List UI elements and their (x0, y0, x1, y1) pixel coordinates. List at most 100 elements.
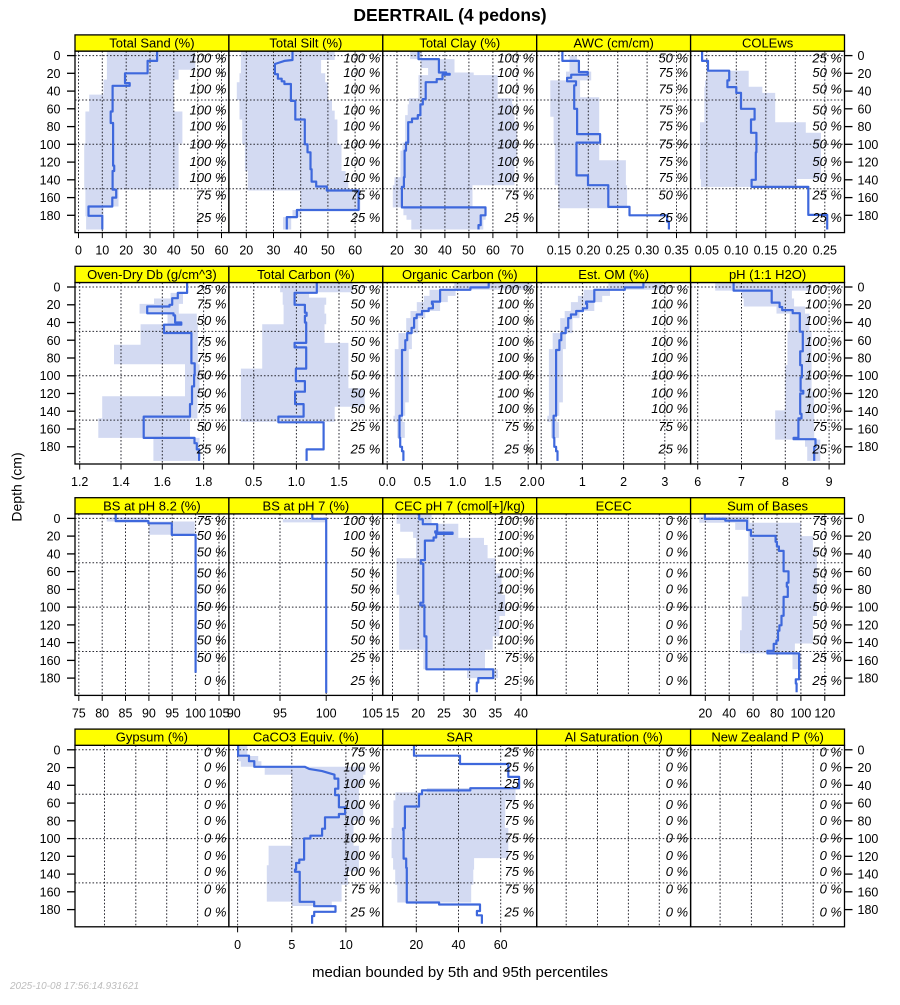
svg-text:100: 100 (858, 601, 879, 615)
svg-text:50 %: 50 % (197, 528, 227, 543)
svg-text:120: 120 (858, 156, 879, 170)
svg-text:180: 180 (40, 209, 61, 223)
svg-text:80: 80 (770, 706, 784, 720)
svg-text:1: 1 (579, 475, 586, 489)
svg-text:75 %: 75 % (658, 419, 688, 434)
svg-text:50 %: 50 % (351, 617, 381, 632)
svg-text:50 %: 50 % (197, 650, 227, 665)
svg-text:0 %: 0 % (666, 759, 688, 774)
svg-text:100 %: 100 % (805, 385, 842, 400)
svg-text:0 %: 0 % (820, 759, 842, 774)
svg-text:35: 35 (488, 706, 502, 720)
svg-text:0 %: 0 % (204, 673, 226, 688)
svg-text:0 %: 0 % (666, 633, 688, 648)
svg-text:60: 60 (858, 102, 872, 116)
svg-text:50 %: 50 % (351, 297, 381, 312)
svg-text:100 %: 100 % (805, 282, 842, 297)
svg-text:20: 20 (698, 706, 712, 720)
svg-text:Depth (cm): Depth (cm) (9, 452, 25, 521)
svg-text:50 %: 50 % (351, 401, 381, 416)
svg-text:0 %: 0 % (204, 776, 226, 791)
svg-text:160: 160 (40, 423, 61, 437)
svg-text:25 %: 25 % (504, 442, 535, 457)
svg-text:25 %: 25 % (811, 50, 842, 65)
svg-text:0 %: 0 % (204, 759, 226, 774)
svg-text:100 %: 100 % (497, 368, 534, 383)
svg-text:75 %: 75 % (658, 103, 688, 118)
svg-text:0: 0 (858, 281, 865, 295)
svg-text:50 %: 50 % (812, 170, 842, 185)
svg-text:50 %: 50 % (351, 599, 381, 614)
svg-text:50 %: 50 % (351, 350, 381, 365)
svg-text:0: 0 (54, 743, 61, 757)
svg-text:100 %: 100 % (497, 313, 534, 328)
svg-text:100: 100 (40, 832, 61, 846)
svg-text:100 %: 100 % (190, 136, 227, 151)
svg-text:95: 95 (273, 706, 287, 720)
svg-text:25 %: 25 % (504, 776, 535, 791)
svg-text:40: 40 (294, 244, 308, 258)
svg-text:Total Carbon (%): Total Carbon (%) (257, 267, 355, 282)
svg-text:8: 8 (782, 475, 789, 489)
svg-text:100: 100 (858, 369, 879, 383)
svg-text:50 %: 50 % (812, 65, 842, 80)
svg-text:25 %: 25 % (350, 904, 381, 919)
svg-text:40: 40 (858, 547, 872, 561)
svg-text:75 %: 75 % (505, 848, 535, 863)
svg-text:0: 0 (54, 281, 61, 295)
svg-text:20: 20 (47, 67, 61, 81)
svg-text:100 %: 100 % (805, 350, 842, 365)
svg-text:0.15: 0.15 (754, 244, 778, 258)
svg-text:90: 90 (227, 706, 241, 720)
svg-text:75 %: 75 % (505, 650, 535, 665)
svg-text:0: 0 (54, 49, 61, 63)
svg-text:100 %: 100 % (343, 170, 380, 185)
svg-text:0 %: 0 % (820, 904, 842, 919)
svg-text:75 %: 75 % (197, 350, 227, 365)
svg-text:40: 40 (452, 938, 466, 952)
svg-text:50 %: 50 % (197, 368, 227, 383)
svg-text:100 %: 100 % (343, 513, 380, 528)
svg-text:25 %: 25 % (350, 419, 381, 434)
svg-text:50 %: 50 % (658, 187, 688, 202)
svg-text:10: 10 (339, 938, 353, 952)
svg-text:20: 20 (119, 244, 133, 258)
svg-text:30: 30 (463, 706, 477, 720)
svg-text:30: 30 (143, 244, 157, 258)
svg-text:20: 20 (858, 530, 872, 544)
svg-text:75 %: 75 % (505, 882, 535, 897)
svg-text:9: 9 (826, 475, 833, 489)
svg-text:100: 100 (858, 138, 879, 152)
svg-text:40: 40 (722, 706, 736, 720)
svg-text:1.8: 1.8 (195, 475, 212, 489)
svg-text:100 %: 100 % (497, 545, 534, 560)
svg-text:100 %: 100 % (497, 582, 534, 597)
svg-text:100 %: 100 % (651, 401, 688, 416)
svg-text:50 %: 50 % (197, 419, 227, 434)
svg-text:0.30: 0.30 (635, 244, 659, 258)
svg-text:50 %: 50 % (812, 82, 842, 97)
svg-text:20: 20 (858, 298, 872, 312)
svg-text:0 %: 0 % (666, 599, 688, 614)
svg-text:80: 80 (95, 706, 109, 720)
svg-text:75 %: 75 % (658, 119, 688, 134)
svg-text:100 %: 100 % (651, 282, 688, 297)
svg-text:0 %: 0 % (666, 797, 688, 812)
svg-text:80: 80 (858, 352, 872, 366)
svg-text:0 %: 0 % (204, 745, 226, 760)
svg-text:100 %: 100 % (497, 528, 534, 543)
svg-text:50: 50 (191, 244, 205, 258)
svg-text:25 %: 25 % (504, 745, 535, 760)
svg-text:100 %: 100 % (497, 401, 534, 416)
svg-text:1.2: 1.2 (71, 475, 88, 489)
svg-text:50 %: 50 % (351, 313, 381, 328)
svg-text:0.35: 0.35 (664, 244, 688, 258)
svg-text:0 %: 0 % (666, 813, 688, 828)
svg-text:50 %: 50 % (197, 313, 227, 328)
svg-text:New Zealand P (%): New Zealand P (%) (711, 730, 823, 745)
svg-text:160: 160 (858, 423, 879, 437)
svg-text:0 %: 0 % (204, 813, 226, 828)
svg-text:50: 50 (321, 244, 335, 258)
svg-text:0 %: 0 % (666, 528, 688, 543)
svg-text:0.25: 0.25 (606, 244, 630, 258)
